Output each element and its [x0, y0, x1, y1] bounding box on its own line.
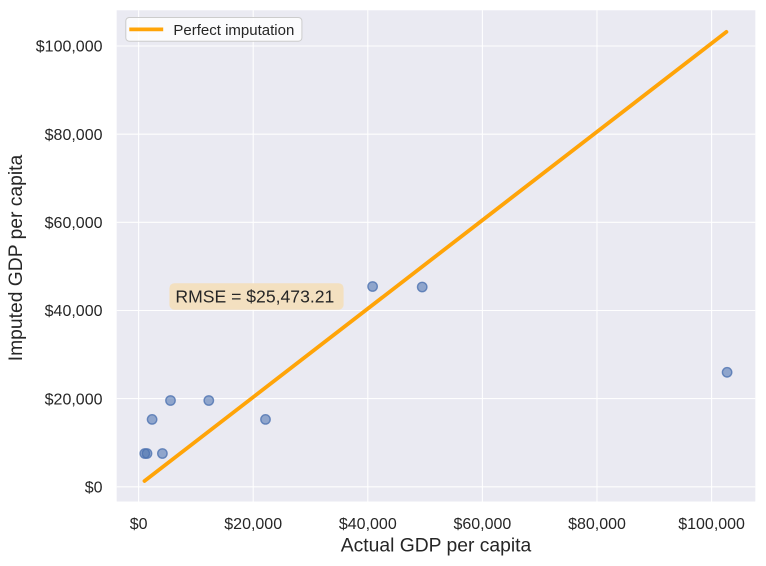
svg-text:$0: $0	[130, 516, 148, 533]
svg-text:$40,000: $40,000	[45, 303, 103, 320]
svg-text:$80,000: $80,000	[45, 127, 103, 144]
svg-text:$60,000: $60,000	[45, 215, 103, 232]
svg-text:$100,000: $100,000	[678, 516, 745, 533]
svg-text:$80,000: $80,000	[568, 516, 626, 533]
svg-text:$40,000: $40,000	[339, 516, 397, 533]
svg-text:$100,000: $100,000	[36, 39, 103, 56]
svg-text:Perfect imputation: Perfect imputation	[173, 22, 294, 39]
svg-text:$0: $0	[85, 480, 103, 497]
svg-text:$20,000: $20,000	[45, 391, 103, 408]
svg-text:Actual GDP per capita: Actual GDP per capita	[341, 536, 532, 557]
svg-text:Imputed GDP per capita: Imputed GDP per capita	[6, 154, 27, 361]
svg-text:$20,000: $20,000	[224, 516, 282, 533]
svg-text:RMSE = $25,473.21: RMSE = $25,473.21	[175, 287, 334, 307]
svg-text:$60,000: $60,000	[453, 516, 511, 533]
